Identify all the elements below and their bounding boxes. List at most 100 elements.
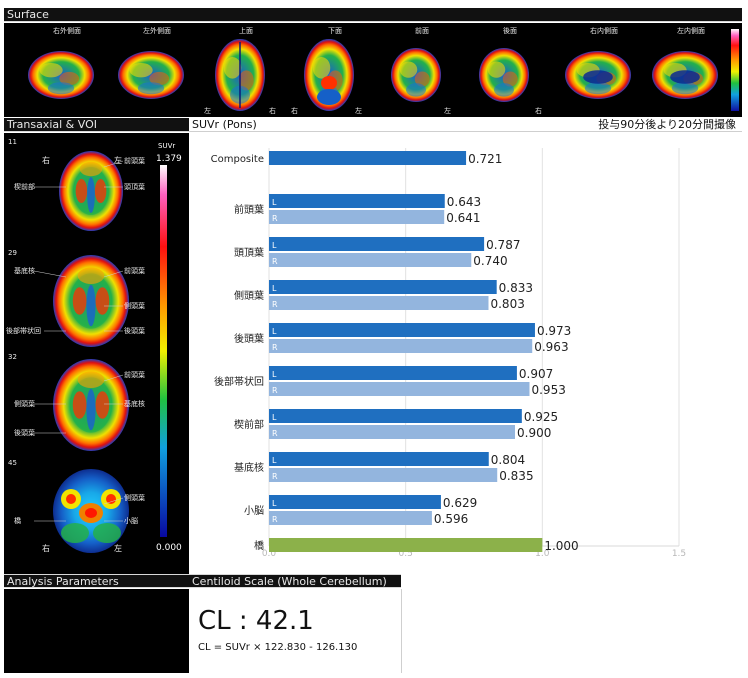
bar-value-label: 0.907 (519, 367, 553, 381)
surface-view-med-l: 左内側面 (652, 26, 718, 99)
transaxial-labels: SUVr 1.379 0.000 右 左 右 左 前頭葉 楔前部 頭頂葉 基底核 前頭葉… (4, 133, 189, 574)
surface-view-label: 上面 (239, 26, 253, 35)
bar-value-label: 0.641 (446, 211, 480, 225)
centiloid-header-label: Centiloid Scale (Whole Cerebellum) (192, 575, 387, 588)
bar-l (269, 495, 441, 509)
bar-side-label: L (272, 241, 277, 250)
bar-l (269, 237, 485, 251)
slice-number: 45 (8, 459, 17, 467)
slice-number: 11 (8, 138, 17, 146)
bar-value-label: 0.973 (537, 324, 571, 338)
surface-view-post: 後面 (479, 26, 529, 102)
bar-value-label: 0.835 (499, 469, 533, 483)
surface-view-inf: 下面 (304, 27, 354, 111)
bar-value-label: 0.900 (517, 426, 551, 440)
surface-view-ant: 前面 (391, 26, 441, 102)
bar-value-label: 0.953 (531, 383, 565, 397)
x-tick-label: 0.5 (399, 549, 413, 559)
voi-label: 後頭葉 (124, 327, 145, 335)
bar-value-label: 0.643 (447, 195, 481, 209)
scale-title: SUVr (158, 142, 176, 150)
slice-number: 29 (8, 249, 17, 257)
surface-side-label: 左 (355, 106, 362, 115)
bar-side-label: L (272, 198, 277, 207)
suvr-header: SUVr (Pons) 投与90分後より20分間撮像 (189, 118, 742, 132)
bar-l (269, 323, 535, 337)
voi-label: 基底核 (14, 267, 35, 275)
voi-label: 頭頂葉 (124, 183, 145, 191)
category-label: 橋 (254, 539, 264, 552)
analysis-panel (4, 589, 189, 673)
surface-side-label: 左 (444, 106, 451, 115)
bar-r (269, 468, 498, 482)
surface-view-lat-l: 左外側面 (118, 26, 184, 99)
transaxial-header-label: Transaxial & VOI (7, 118, 97, 131)
bar-r (269, 382, 530, 396)
transaxial-header: Transaxial & VOI (4, 118, 189, 132)
bar-side-label: R (272, 515, 278, 524)
bar-side-label: L (272, 499, 277, 508)
suvr-bar-chart: 0.0 0.5 1.0 1.5 Composite 0.721 前頭葉 L 0.643 R 0.64… (189, 133, 742, 574)
slice-number: 32 (8, 353, 17, 361)
voi-leader-line (103, 270, 124, 278)
bar-r (269, 339, 533, 353)
surface-view-med-r: 右内側面 (565, 26, 631, 99)
scale-max: 1.379 (156, 154, 182, 164)
bar-r (269, 210, 445, 224)
analysis-header-label: Analysis Parameters (7, 575, 119, 588)
bar-value-label: 0.925 (524, 410, 558, 424)
voi-label: 基底核 (124, 400, 145, 408)
bar-value-label: 0.629 (443, 496, 477, 510)
surface-view-label: 前面 (415, 26, 429, 35)
bar-side-label: R (272, 429, 278, 438)
surface-view-label: 下面 (328, 27, 342, 35)
surface-side-label: 左 (204, 106, 211, 115)
category-label: 後頭葉 (234, 332, 264, 345)
x-tick-label: 0.0 (262, 549, 277, 559)
bar-pons (269, 538, 543, 552)
bar-r (269, 296, 489, 310)
suvr-color-scale (160, 165, 167, 537)
scale-min: 0.000 (156, 543, 182, 553)
surface-view-lat-r: 右外側面 (28, 26, 94, 99)
bar-value-label: 0.721 (468, 152, 502, 166)
bar-l (269, 280, 497, 294)
surface-side-label: 右 (291, 106, 298, 115)
bottom-left-label: 左 (114, 544, 122, 553)
bar-side-label: L (272, 413, 277, 422)
bar-value-label: 1.000 (544, 539, 578, 553)
voi-leader-line (103, 374, 124, 382)
voi-label: 前頭葉 (124, 267, 145, 275)
category-label: 楔前部 (234, 418, 264, 431)
category-label: 基底核 (234, 461, 264, 474)
bar-value-label: 0.803 (490, 297, 524, 311)
bar-value-label: 0.963 (534, 340, 568, 354)
bar-side-label: R (272, 257, 278, 266)
voi-label: 後頭葉 (14, 429, 35, 437)
bar-value-label: 0.787 (486, 238, 520, 252)
centiloid-panel (189, 589, 402, 673)
x-tick-label: 1.0 (535, 549, 550, 559)
centiloid-value: CL : 42.1 (198, 606, 314, 636)
transaxial-slice-45: 45 (8, 459, 129, 553)
analysis-header: Analysis Parameters (4, 574, 189, 588)
voi-label: 後部帯状回 (6, 327, 41, 335)
surface-view-sup: 上面 (215, 26, 265, 111)
bar-value-label: 0.596 (434, 512, 468, 526)
surface-side-label: 右 (535, 106, 542, 115)
surface-header-label: Surface (7, 8, 49, 21)
voi-label: 前頭葉 (124, 371, 145, 379)
voi-label: 小脳 (124, 517, 138, 525)
bar-l (269, 366, 517, 380)
bar-side-label: R (272, 214, 278, 223)
x-tick-label: 1.5 (672, 549, 686, 559)
surface-view-label: 後面 (503, 26, 517, 35)
voi-label: 橋 (14, 517, 21, 525)
transaxial-slice-29: 29 (8, 249, 129, 347)
centiloid-header: Centiloid Scale (Whole Cerebellum) (189, 574, 401, 588)
bar-value-label: 0.804 (491, 453, 525, 467)
voi-label: 側頭葉 (124, 302, 145, 310)
category-label: 後部帯状回 (214, 375, 264, 388)
voi-label: 側頭葉 (124, 494, 145, 502)
bar-side-label: L (272, 327, 277, 336)
